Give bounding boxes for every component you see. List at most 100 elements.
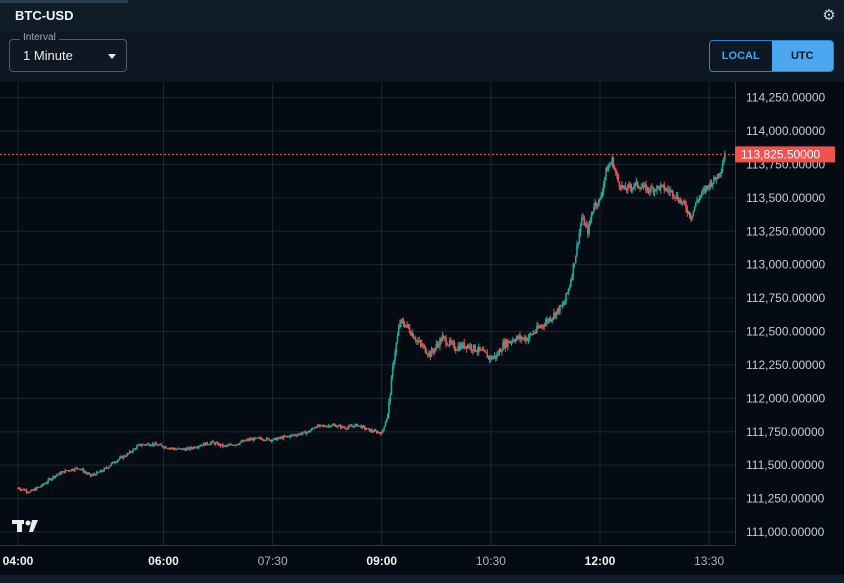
candle-down xyxy=(250,438,252,440)
candle-down xyxy=(294,434,297,436)
candle-up xyxy=(336,426,338,428)
tradingview-logo-icon xyxy=(12,520,38,532)
candle-up xyxy=(482,349,485,351)
candle-down xyxy=(617,175,619,182)
candle-up xyxy=(104,467,107,469)
candle-down xyxy=(402,321,405,325)
candle-down xyxy=(614,169,617,173)
candle-down xyxy=(595,202,598,206)
candle-down xyxy=(460,344,463,348)
candle-up xyxy=(507,341,509,347)
candle-down xyxy=(219,443,222,446)
candle-down xyxy=(68,470,70,472)
candle-up xyxy=(631,187,634,190)
candle-up xyxy=(703,188,706,191)
candle-down xyxy=(624,186,627,190)
candle-up xyxy=(670,190,673,192)
candle-up xyxy=(434,347,436,352)
candle-up xyxy=(377,432,379,434)
candle-up xyxy=(464,345,467,348)
candle-down xyxy=(560,305,562,307)
candle-down xyxy=(262,439,264,441)
candle-down xyxy=(680,199,683,203)
candle-down xyxy=(619,186,622,189)
candle-up xyxy=(24,490,27,492)
candle-down xyxy=(616,172,618,176)
candle-up xyxy=(205,442,207,446)
candle-up xyxy=(691,215,693,219)
candle-up xyxy=(47,479,50,483)
candle-up xyxy=(528,333,531,338)
candle-up xyxy=(459,344,462,350)
candle-up xyxy=(99,470,102,473)
candle-up xyxy=(48,478,51,480)
candle-down xyxy=(206,442,208,445)
candle-down xyxy=(429,351,432,357)
candle-up xyxy=(306,431,309,433)
y-tick-label: 111,500.00000 xyxy=(746,458,825,472)
candle-down xyxy=(345,428,348,430)
candle-down xyxy=(100,470,103,472)
candle-up xyxy=(582,217,584,219)
candle-up xyxy=(108,466,110,468)
candle-up xyxy=(309,430,312,433)
candle-up xyxy=(276,438,279,441)
candle-down xyxy=(401,319,404,322)
utc-time-button[interactable]: UTC xyxy=(771,41,833,71)
candle-up xyxy=(577,242,579,245)
candle-up xyxy=(389,394,392,401)
candle-down xyxy=(275,437,278,441)
candle-up xyxy=(492,357,495,360)
candle-down xyxy=(629,184,632,188)
candle-down xyxy=(247,439,250,441)
candle-down xyxy=(243,440,246,442)
candle-down xyxy=(486,352,489,358)
candle-down xyxy=(676,194,679,200)
candlestick-chart[interactable]: 114,250.00000114,000.00000113,750.000001… xyxy=(0,82,844,575)
candle-up xyxy=(338,425,341,427)
candle-up xyxy=(380,431,383,435)
candle-up xyxy=(150,444,153,446)
candle-up xyxy=(214,442,217,445)
candle-up xyxy=(411,333,413,336)
candle-down xyxy=(686,209,689,214)
candle-up xyxy=(640,187,643,190)
candle-down xyxy=(513,340,515,342)
candle-up xyxy=(394,352,396,361)
candle-down xyxy=(350,425,353,427)
candle-up xyxy=(182,448,184,450)
candle-down xyxy=(465,345,468,349)
candle-down xyxy=(549,318,552,321)
candle-down xyxy=(353,426,355,428)
candle-up xyxy=(696,200,698,203)
candle-down xyxy=(169,448,172,450)
candle-up xyxy=(228,444,230,446)
candle-up xyxy=(724,152,726,160)
candle-up xyxy=(511,340,514,342)
candle-up xyxy=(722,159,725,165)
candle-up xyxy=(319,424,321,427)
local-time-button[interactable]: LOCAL xyxy=(721,50,760,62)
candle-down xyxy=(419,340,422,344)
candle-up xyxy=(502,342,504,351)
gear-icon[interactable]: ⚙ xyxy=(822,7,836,24)
candle-down xyxy=(292,434,295,436)
interval-select[interactable]: Interval 1 Minute xyxy=(9,32,127,72)
candle-up xyxy=(715,179,718,181)
candle-up xyxy=(588,223,590,235)
candle-up xyxy=(566,292,569,294)
candle-up xyxy=(122,455,125,459)
candle-down xyxy=(678,199,680,203)
candle-up xyxy=(567,288,570,293)
candle-up xyxy=(664,190,667,192)
candle-up xyxy=(399,323,401,328)
candle-up xyxy=(548,318,550,322)
candle-up xyxy=(590,215,593,221)
candle-up xyxy=(519,335,521,339)
candle-up xyxy=(54,475,57,478)
candle-down xyxy=(143,444,145,446)
candle-down xyxy=(123,455,126,457)
candle-up xyxy=(195,447,198,449)
candle-up xyxy=(397,327,400,336)
candle-down xyxy=(268,438,270,441)
